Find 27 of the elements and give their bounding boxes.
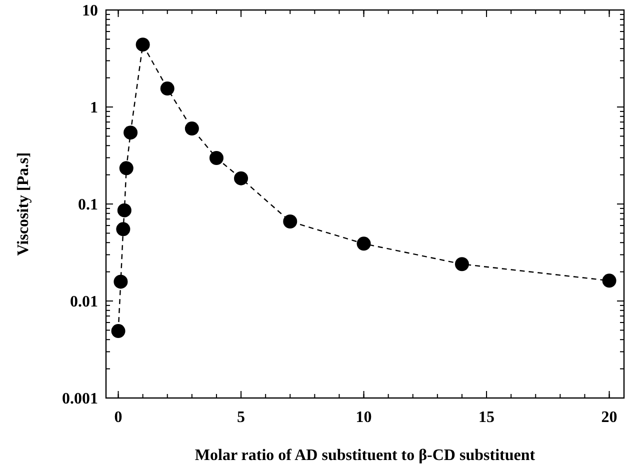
x-tick-label: 20 [601, 409, 618, 426]
point [283, 214, 298, 229]
point [209, 151, 224, 165]
point [136, 38, 150, 52]
x-tick-label: 5 [237, 409, 246, 426]
y-tick-label: 0.1 [78, 196, 98, 214]
point [119, 161, 134, 176]
point [234, 171, 248, 186]
point [114, 274, 128, 289]
y-tick-label: 1 [90, 100, 98, 117]
point [116, 222, 130, 236]
x-tick-label: 15 [478, 409, 495, 426]
x-tick-label: 0 [114, 409, 122, 426]
y-axis-title: Viscosity [Pa.s] [15, 152, 32, 256]
point [160, 82, 174, 96]
point [111, 324, 126, 338]
point [356, 236, 371, 251]
x-axis-title: Molar ratio of AD substituent to β-CD substituent [194, 447, 536, 464]
point [454, 257, 469, 272]
y-tick-label: 0.001 [62, 390, 98, 408]
y-tick-label: 10 [82, 2, 98, 20]
y-tick-label: 0.01 [70, 294, 98, 311]
point [124, 126, 138, 140]
x-tick-label: 10 [356, 409, 372, 426]
point [602, 274, 616, 288]
point [117, 203, 132, 218]
point [184, 122, 199, 136]
